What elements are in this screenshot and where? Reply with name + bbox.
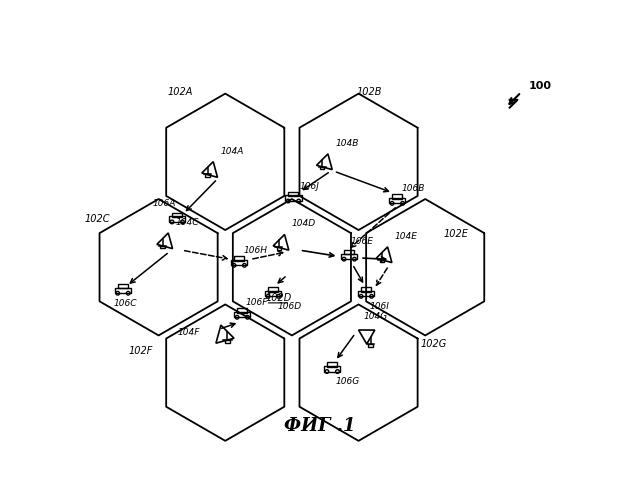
Text: 102C: 102C <box>84 214 110 224</box>
Bar <box>237 308 247 312</box>
Text: 106H: 106H <box>244 246 268 255</box>
Bar <box>118 284 128 288</box>
Bar <box>234 312 250 318</box>
Bar <box>344 250 354 254</box>
Text: 106J: 106J <box>300 182 319 190</box>
Text: 104D: 104D <box>292 220 316 228</box>
Text: 104F: 104F <box>177 328 200 337</box>
Bar <box>320 166 324 169</box>
Text: 106C: 106C <box>114 298 137 308</box>
Text: 102D: 102D <box>266 293 292 303</box>
Text: 106F: 106F <box>245 298 268 307</box>
Text: 102F: 102F <box>129 346 153 356</box>
Bar <box>231 260 247 266</box>
Text: 106D: 106D <box>278 302 302 310</box>
Text: 106I: 106I <box>369 302 389 310</box>
Bar <box>276 248 281 250</box>
Text: 100: 100 <box>529 81 552 91</box>
Bar <box>265 291 281 296</box>
Text: 104E: 104E <box>395 232 418 241</box>
Text: 104G: 104G <box>363 312 388 320</box>
Text: ФИГ .1: ФИГ .1 <box>284 416 356 434</box>
Text: 104A: 104A <box>221 146 244 156</box>
Bar <box>341 254 358 259</box>
Bar <box>361 287 371 292</box>
Bar <box>268 287 278 292</box>
Bar <box>369 344 373 346</box>
Bar <box>389 198 406 203</box>
Text: 102B: 102B <box>357 86 383 97</box>
Text: 102E: 102E <box>444 230 469 239</box>
Bar <box>172 212 182 217</box>
Bar <box>115 288 131 293</box>
Text: 104B: 104B <box>335 139 359 148</box>
Text: 106A: 106A <box>152 198 176 207</box>
Text: 104C: 104C <box>175 218 199 227</box>
Bar <box>234 256 244 260</box>
Bar <box>288 192 298 196</box>
Text: 106B: 106B <box>402 184 426 193</box>
Bar <box>358 291 374 296</box>
Bar <box>205 174 210 177</box>
Bar <box>285 196 301 201</box>
Text: 106E: 106E <box>351 236 374 246</box>
Bar <box>379 260 384 262</box>
Text: 106G: 106G <box>335 377 359 386</box>
Bar <box>324 366 340 372</box>
Bar <box>327 362 337 367</box>
Text: 102A: 102A <box>167 86 192 97</box>
Bar <box>169 216 185 222</box>
Text: 102G: 102G <box>421 340 447 349</box>
Bar <box>160 246 165 248</box>
Bar <box>225 340 230 342</box>
Bar <box>392 194 402 198</box>
